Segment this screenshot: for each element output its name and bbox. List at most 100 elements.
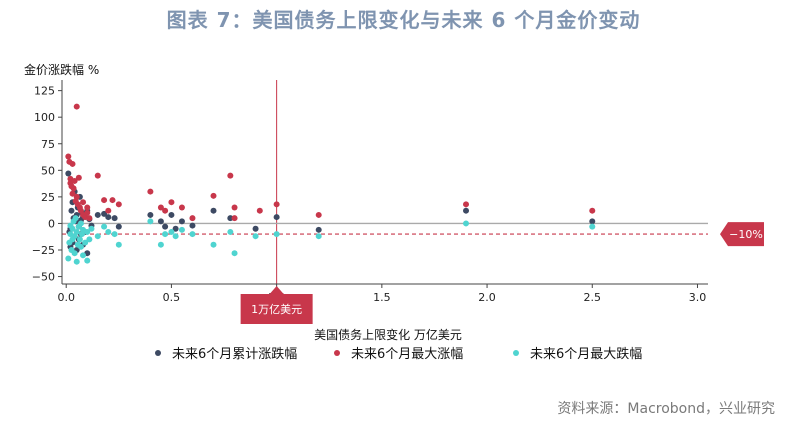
data-point [76,236,83,243]
data-point [162,207,169,214]
data-point [252,225,259,232]
x-tick-label: 2.0 [478,291,496,304]
reference-label-y: −10% [720,222,764,247]
data-point [227,172,234,179]
legend-marker [513,350,519,356]
series-group [65,170,596,257]
legend-label: 未来6个月最大跌幅 [530,346,642,362]
data-point [111,215,118,222]
data-point [111,231,118,238]
data-point [231,215,238,222]
data-point [227,228,234,235]
data-point [147,188,154,195]
data-point [256,207,263,214]
y-tick-label: −50 [32,271,55,284]
data-point [315,226,322,233]
data-point [84,257,91,264]
data-point [189,215,196,222]
data-point [109,197,116,204]
data-point [69,225,76,232]
data-point [86,215,93,222]
data-point [65,170,72,177]
data-point [273,214,280,221]
label-badge [720,222,764,247]
data-point [157,204,164,211]
x-tick-label: 0.5 [163,291,181,304]
data-point [68,207,75,214]
data-point [315,211,322,218]
data-point [210,207,217,214]
legend-item: 未来6个月最大跌幅 [513,346,642,362]
legend-label: 未来6个月最大涨幅 [351,347,463,362]
data-point [231,204,238,211]
data-point [273,231,280,238]
legend-label: 未来6个月累计涨跌幅 [172,346,297,362]
data-point [73,258,80,265]
y-tick-label: 125 [34,85,55,98]
data-point [315,233,322,240]
x-tick-label: 2.5 [584,291,602,304]
data-point [77,243,84,250]
data-point [105,228,112,235]
data-point [189,222,196,229]
legend-item: 未来6个月最大涨幅 [334,347,463,362]
data-point [72,215,79,222]
data-point [178,204,185,211]
legend: 未来6个月累计涨跌幅 未来6个月最大涨幅 未来6个月最大跌幅 [155,346,642,362]
reference-lines [62,80,708,284]
data-point [77,220,84,227]
data-point [101,210,108,217]
data-point [589,207,596,214]
scatter-chart: 金价涨跌幅 % −50−2502550751001250.00.51.01.52… [24,62,764,362]
data-point [71,177,78,184]
data-point [231,250,238,257]
legend-item: 未来6个月累计涨跌幅 [155,346,297,362]
data-point [105,207,112,214]
data-point [80,252,87,259]
y-tick-label: 25 [41,191,55,204]
data-point [70,185,77,192]
reference-label-text: 1万亿美元 [251,303,302,316]
data-point [178,218,185,225]
data-point [73,193,80,200]
data-point [147,211,154,218]
reference-label-x: 1万亿美元 [240,286,313,324]
annotations: −10% 1万亿美元 [240,222,764,324]
data-point [273,201,280,208]
data-point [84,228,91,235]
data-point [168,228,175,235]
data-point [69,190,76,197]
data-point [75,174,82,181]
data-point [94,211,101,218]
legend-marker [155,350,161,356]
y-tick-label: 75 [41,138,55,151]
chart-title: 图表 7：美国债务上限变化与未来 6 个月金价变动 [166,8,641,32]
series-group [65,215,596,265]
data-point [227,215,234,222]
data-point [84,204,91,211]
data-point [463,220,470,227]
label-badge [240,286,313,324]
series-group [65,103,596,222]
data-point [73,228,80,235]
data-point [88,225,95,232]
data-point [162,223,169,230]
source-note: 资料来源：Macrobond，兴业研究 [557,401,775,417]
data-points [65,103,596,265]
y-tick-label: 100 [34,111,55,124]
data-point [69,160,76,167]
data-point [147,218,154,225]
x-axis-label: 美国债务上限变化 万亿美元 [314,327,462,342]
data-point [168,211,175,218]
data-point [210,241,217,248]
data-point [589,218,596,225]
data-point [162,231,169,238]
x-tick-label: 3.0 [689,291,707,304]
data-point [172,233,179,240]
data-point [65,255,72,262]
data-point [115,241,122,248]
data-point [86,236,93,243]
data-point [82,239,89,246]
y-tick-label: −25 [32,244,55,257]
